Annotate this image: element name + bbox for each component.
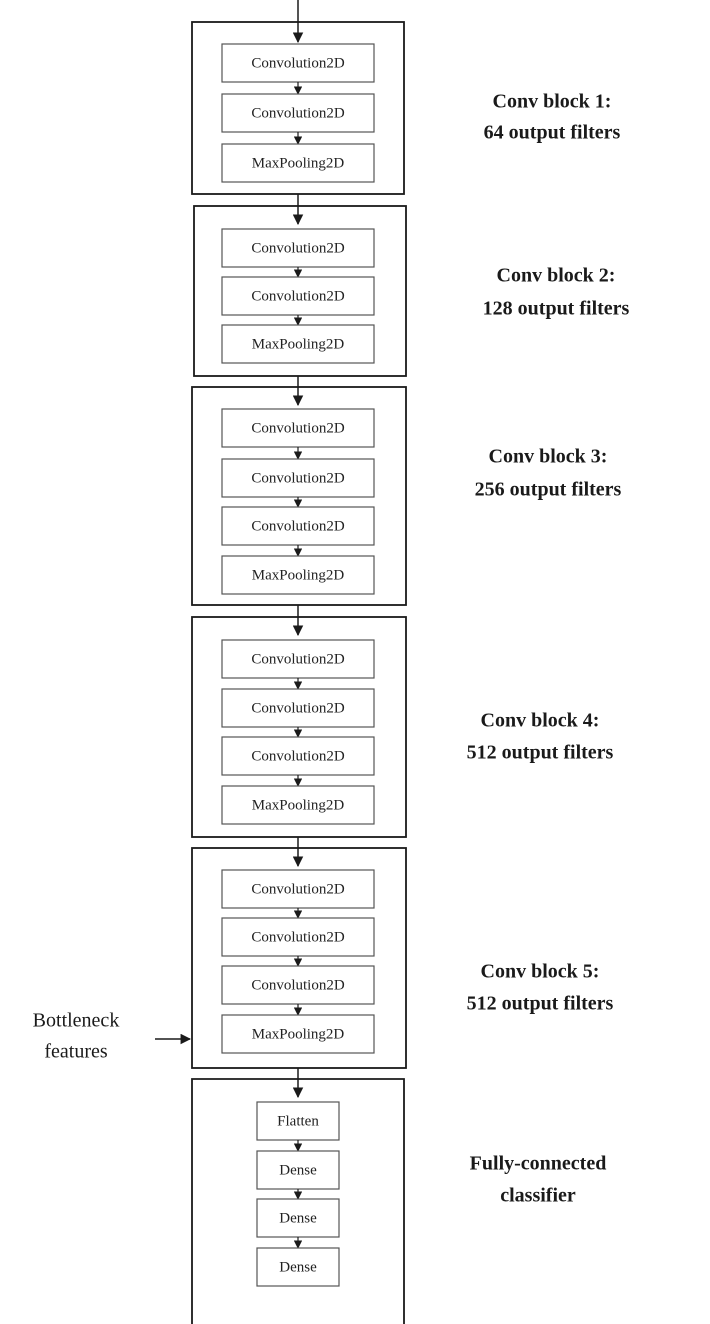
layer-box-5-1 (221, 869, 375, 909)
layer-label: Convolution2D (251, 977, 345, 993)
conv-block-4-frame (191, 616, 407, 838)
layer-label: MaxPooling2D (252, 797, 345, 813)
layer-label: Flatten (277, 1113, 319, 1129)
block-title: Conv block 5: (481, 961, 600, 983)
layer-box-5-3 (221, 965, 375, 1005)
layer-label: Convolution2D (251, 651, 345, 667)
layer-label: Convolution2D (251, 240, 345, 256)
layer-label: Convolution2D (251, 700, 345, 716)
block-subtitle: 256 output filters (475, 479, 622, 501)
block-title: Conv block 2: (497, 265, 616, 287)
layer-box-3-2 (221, 458, 375, 498)
layer-label: Convolution2D (251, 420, 345, 436)
layer-box-3-4 (221, 555, 375, 595)
layer-box-1-3 (221, 143, 375, 183)
layer-box-1-1 (221, 43, 375, 83)
layer-box-4-1 (221, 639, 375, 679)
block-title: Conv block 1: (493, 91, 612, 113)
layer-box-4-4 (221, 785, 375, 825)
layer-box-1-2 (221, 93, 375, 133)
layer-label: Convolution2D (251, 55, 345, 71)
layer-box-5-4 (221, 1014, 375, 1054)
layer-label: MaxPooling2D (252, 567, 345, 583)
layer-label: Convolution2D (251, 929, 345, 945)
block-subtitle: 512 output filters (467, 742, 614, 764)
layer-label: Convolution2D (251, 105, 345, 121)
block-title: Conv block 3: (489, 446, 608, 468)
conv-block-5-frame (191, 847, 407, 1069)
layer-box-4-2 (221, 688, 375, 728)
layer-label: MaxPooling2D (252, 336, 345, 352)
classifier-subtitle: classifier (500, 1185, 576, 1207)
block-subtitle: 128 output filters (483, 298, 630, 320)
bottleneck-label-line1: Bottleneck (33, 1010, 120, 1032)
layer-box-6-2 (256, 1150, 340, 1190)
layer-box-2-3 (221, 324, 375, 364)
layer-label: Convolution2D (251, 748, 345, 764)
block-title: Conv block 4: (481, 710, 600, 732)
block-subtitle: 64 output filters (484, 122, 621, 144)
conv-block-2-frame (193, 205, 407, 377)
layer-label: MaxPooling2D (252, 1026, 345, 1042)
layer-label: Convolution2D (251, 881, 345, 897)
bottleneck-label-line2: features (44, 1041, 108, 1063)
layer-label: Dense (279, 1259, 317, 1275)
layer-box-3-3 (221, 506, 375, 546)
classifier-block-frame (191, 1078, 405, 1324)
layer-label: Dense (279, 1162, 317, 1178)
conv-block-3-frame (191, 386, 407, 606)
classifier-title: Fully-connected (470, 1153, 607, 1175)
layer-box-2-1 (221, 228, 375, 268)
layer-label: MaxPooling2D (252, 155, 345, 171)
layer-box-2-2 (221, 276, 375, 316)
layer-label: Convolution2D (251, 518, 345, 534)
block-subtitle: 512 output filters (467, 993, 614, 1015)
layer-label: Convolution2D (251, 288, 345, 304)
layer-box-6-4 (256, 1247, 340, 1287)
layer-label: Dense (279, 1210, 317, 1226)
layer-label: Convolution2D (251, 470, 345, 486)
layer-box-3-1 (221, 408, 375, 448)
